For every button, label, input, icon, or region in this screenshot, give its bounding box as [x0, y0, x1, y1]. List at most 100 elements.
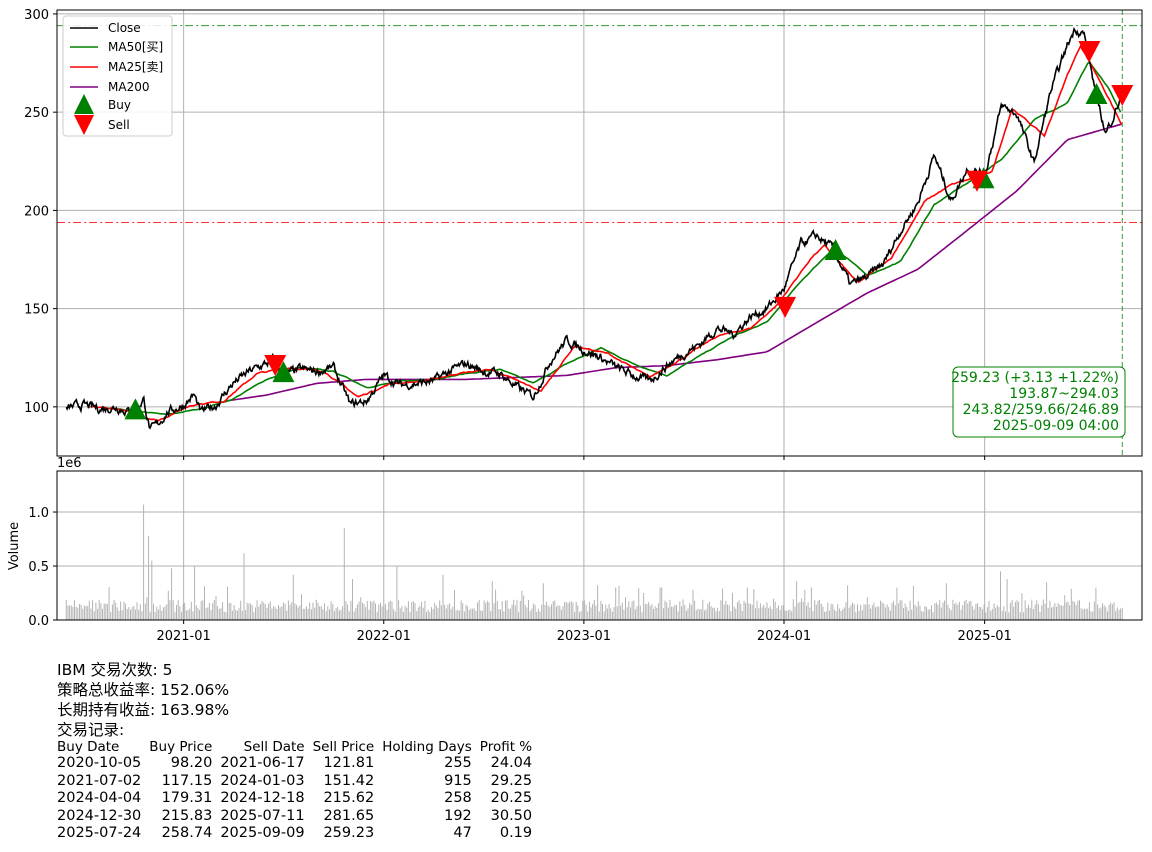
cell: 2025-07-11 — [220, 807, 305, 824]
x-tick-label: 2024-01 — [757, 629, 811, 644]
table-row: 2025-07-24 258.74 2025-09-09 259.23 47 0… — [57, 825, 536, 843]
volume-plot-frame — [56, 470, 1143, 621]
cell: 121.81 — [323, 755, 375, 771]
cell: 915 — [444, 772, 472, 789]
cell: 2020-10-05 — [57, 755, 142, 771]
legend: Close MA50[买] MA25[卖] MA200 Buy Sell — [62, 15, 173, 137]
volume-offset-label: 1e6 — [57, 456, 82, 471]
sell-marker — [264, 355, 287, 377]
col-buy-date: Buy Date — [57, 739, 120, 755]
buy-hold-return: 长期持有收益: 163.98% — [57, 701, 230, 719]
cell: 2024-01-03 — [220, 772, 305, 789]
buy-marker — [272, 361, 295, 383]
table-row: 2024-12-30 215.83 2025-07-11 281.65 192 … — [57, 808, 536, 826]
cell: 2024-12-18 — [220, 790, 305, 806]
buy-marker — [124, 398, 147, 420]
info-box-mas: 243.82/259.66/246.89 — [963, 402, 1119, 418]
legend-sell-marker — [74, 115, 94, 135]
legend-close-label: Close — [108, 21, 141, 35]
cell: 151.42 — [323, 772, 375, 789]
cell: 47 — [453, 825, 472, 841]
volume-grid — [57, 471, 1142, 621]
y-tick-label: 100 — [24, 401, 49, 416]
volume-bars — [65, 504, 1123, 620]
sell-marker — [774, 296, 797, 318]
cell: 2021-06-17 — [220, 755, 305, 771]
cell: 2024-04-04 — [57, 790, 142, 806]
col-buy-price: Buy Price — [149, 739, 213, 755]
volume-x-ticks: 2021-01 2022-01 2023-01 2024-01 2025-01 — [156, 620, 1012, 644]
cell: 258 — [444, 790, 472, 806]
cell: 0.19 — [499, 825, 533, 841]
trade-markers — [124, 40, 1134, 420]
x-tick-label: 2021-01 — [156, 629, 210, 644]
info-box: 259.23 (+3.13 +1.22%) 193.87~294.03 243.… — [951, 366, 1126, 438]
sell-marker — [1078, 40, 1101, 62]
col-profit: Profit % — [479, 739, 533, 755]
sell-marker — [1111, 85, 1134, 107]
strategy-summary: IBM 交易次数: 5 策略总收益率: 152.06% 长期持有收益: 163.… — [57, 660, 229, 740]
x-tick-label: 2025-01 — [957, 629, 1011, 644]
cell: 281.65 — [323, 807, 375, 824]
trade-log-heading: 交易记录: — [57, 721, 125, 739]
cell: 24.04 — [490, 755, 533, 771]
col-sell-price: Sell Price — [312, 739, 375, 755]
price-panel: 100 150 200 250 300 Close MA50[买] MA25[卖] MA… — [24, 8, 1143, 460]
volume-y-ticks: 0.0 0.5 1.0 — [28, 506, 57, 629]
buy-marker — [1085, 82, 1108, 104]
trade-count: IBM 交易次数: 5 — [57, 661, 173, 679]
legend-buy-marker — [74, 94, 94, 114]
trade-table-header: Buy Date Buy Price Sell Date Sell Price … — [57, 739, 536, 755]
trade-table: Buy Date Buy Price Sell Date Sell Price … — [57, 739, 536, 843]
cell: 2021-07-02 — [57, 772, 142, 789]
cell: 2024-12-30 — [57, 807, 142, 824]
cell: 259.23 — [323, 825, 375, 841]
table-row: 2021-07-02 117.15 2024-01-03 151.42 915 … — [57, 773, 536, 791]
x-tick-label: 2022-01 — [357, 629, 411, 644]
cell: 2025-07-24 — [57, 825, 142, 841]
cell: 215.62 — [323, 790, 375, 806]
col-sell-date: Sell Date — [243, 739, 305, 755]
info-box-frame — [952, 366, 1126, 438]
cell: 255 — [444, 755, 472, 771]
volume-y-tick-label: 0.0 — [28, 614, 49, 629]
cell: 98.20 — [170, 755, 213, 771]
table-row: 2024-04-04 179.31 2024-12-18 215.62 258 … — [57, 790, 536, 808]
cell: 179.31 — [161, 790, 213, 806]
stock-chart: 100 150 200 250 300 Close MA50[买] MA25[卖] MA… — [7, 8, 1143, 644]
volume-y-tick-label: 1.0 — [28, 506, 49, 521]
volume-y-tick-label: 0.5 — [28, 560, 49, 575]
volume-bar — [65, 504, 1123, 620]
cell: 2025-09-09 — [220, 825, 305, 841]
cell: 20.25 — [490, 790, 533, 806]
legend-ma25-label: MA25[卖] — [108, 60, 163, 74]
cell: 258.74 — [161, 825, 213, 841]
cell: 192 — [444, 807, 472, 824]
close-line — [65, 26, 1123, 430]
legend-sell-label: Sell — [108, 118, 130, 132]
cell: 29.25 — [490, 772, 533, 789]
ma25-line — [90, 44, 1123, 422]
legend-buy-label: Buy — [108, 98, 131, 112]
legend-ma200-label: MA200 — [108, 80, 149, 94]
strategy-return: 策略总收益率: 152.06% — [57, 681, 230, 699]
sell-marker — [965, 170, 988, 192]
price-plot-frame — [56, 9, 1143, 457]
info-box-price: 259.23 (+3.13 +1.22%) — [951, 370, 1119, 386]
y-tick-label: 300 — [24, 8, 49, 23]
volume-panel: 0.00.51.0 2021-01 2022-01 2023-01 2024-01 20… — [7, 456, 1143, 644]
buy-marker — [824, 239, 847, 261]
info-box-time: 2025-09-09 04:00 — [993, 418, 1119, 434]
col-holding-days: Holding Days — [382, 739, 472, 755]
y-tick-label: 150 — [24, 303, 49, 318]
y-tick-label: 200 — [24, 204, 49, 219]
price-y-ticks: 100 150 200 250 300 — [24, 8, 57, 416]
price-x-ticks — [183, 456, 986, 460]
y-tick-label: 250 — [24, 106, 49, 121]
legend-box — [62, 15, 173, 137]
table-row: 2020-10-05 98.20 2021-06-17 121.81 255 2… — [57, 755, 536, 773]
cell: 117.15 — [161, 772, 213, 789]
x-tick-label: 2023-01 — [557, 629, 611, 644]
info-box-range: 193.87~294.03 — [1009, 386, 1119, 402]
volume-axis-label: Volume — [7, 522, 22, 570]
